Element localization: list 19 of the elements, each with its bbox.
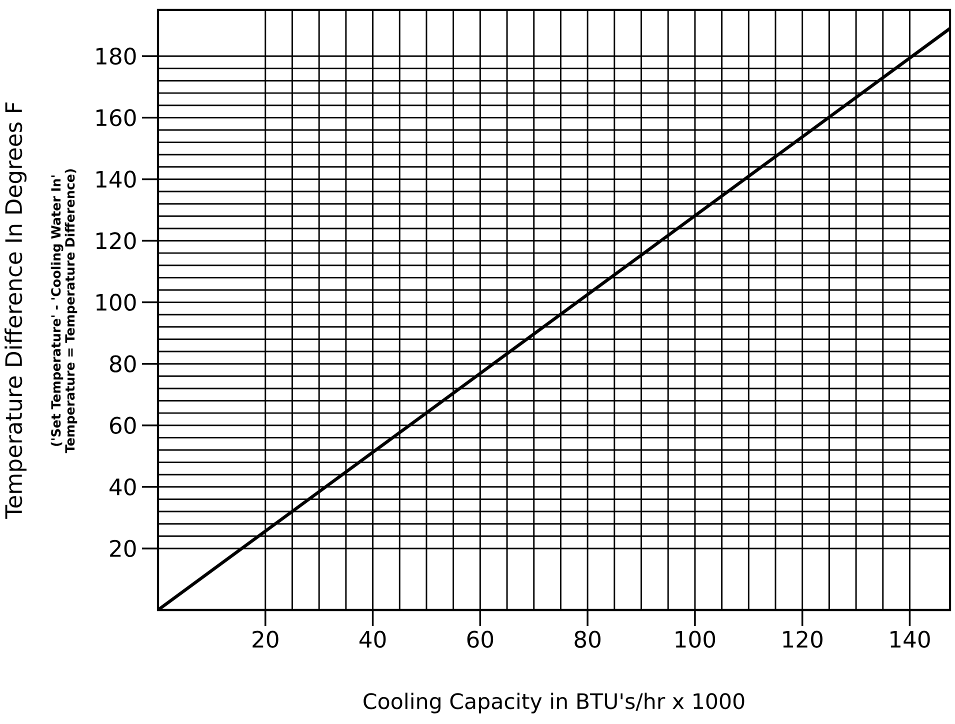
x-tick-label: 140 <box>890 630 930 648</box>
x-tick-label: 120 <box>783 630 822 648</box>
x-axis-title: Cooling Capacity in BTU's/hr x 1000 <box>364 692 744 714</box>
x-tick-label: 20 <box>252 630 278 648</box>
text: ('Set Temperature' - 'Cooling Water In' Temperature = Temperature Difference) <box>50 169 78 454</box>
y-tick-label: 80 <box>110 355 136 372</box>
y-tick-label: 180 <box>96 48 136 65</box>
y-tick-label: 20 <box>110 540 136 558</box>
x-tick-label: 80 <box>574 630 600 648</box>
y-tick-label: 40 <box>110 478 136 496</box>
y-tick-label: 140 <box>96 170 136 188</box>
x-tick-label: 100 <box>676 630 716 648</box>
y-tick-label: 60 <box>110 416 136 434</box>
y-tick-label: 100 <box>96 294 136 311</box>
y-axis-title: Temperature Difference In Degrees F <box>4 102 27 519</box>
y-tick-label: 160 <box>96 109 136 126</box>
y-tick-label: 120 <box>96 232 136 250</box>
x-tick-label: 40 <box>359 630 386 648</box>
x-tick-label: 60 <box>467 630 494 648</box>
